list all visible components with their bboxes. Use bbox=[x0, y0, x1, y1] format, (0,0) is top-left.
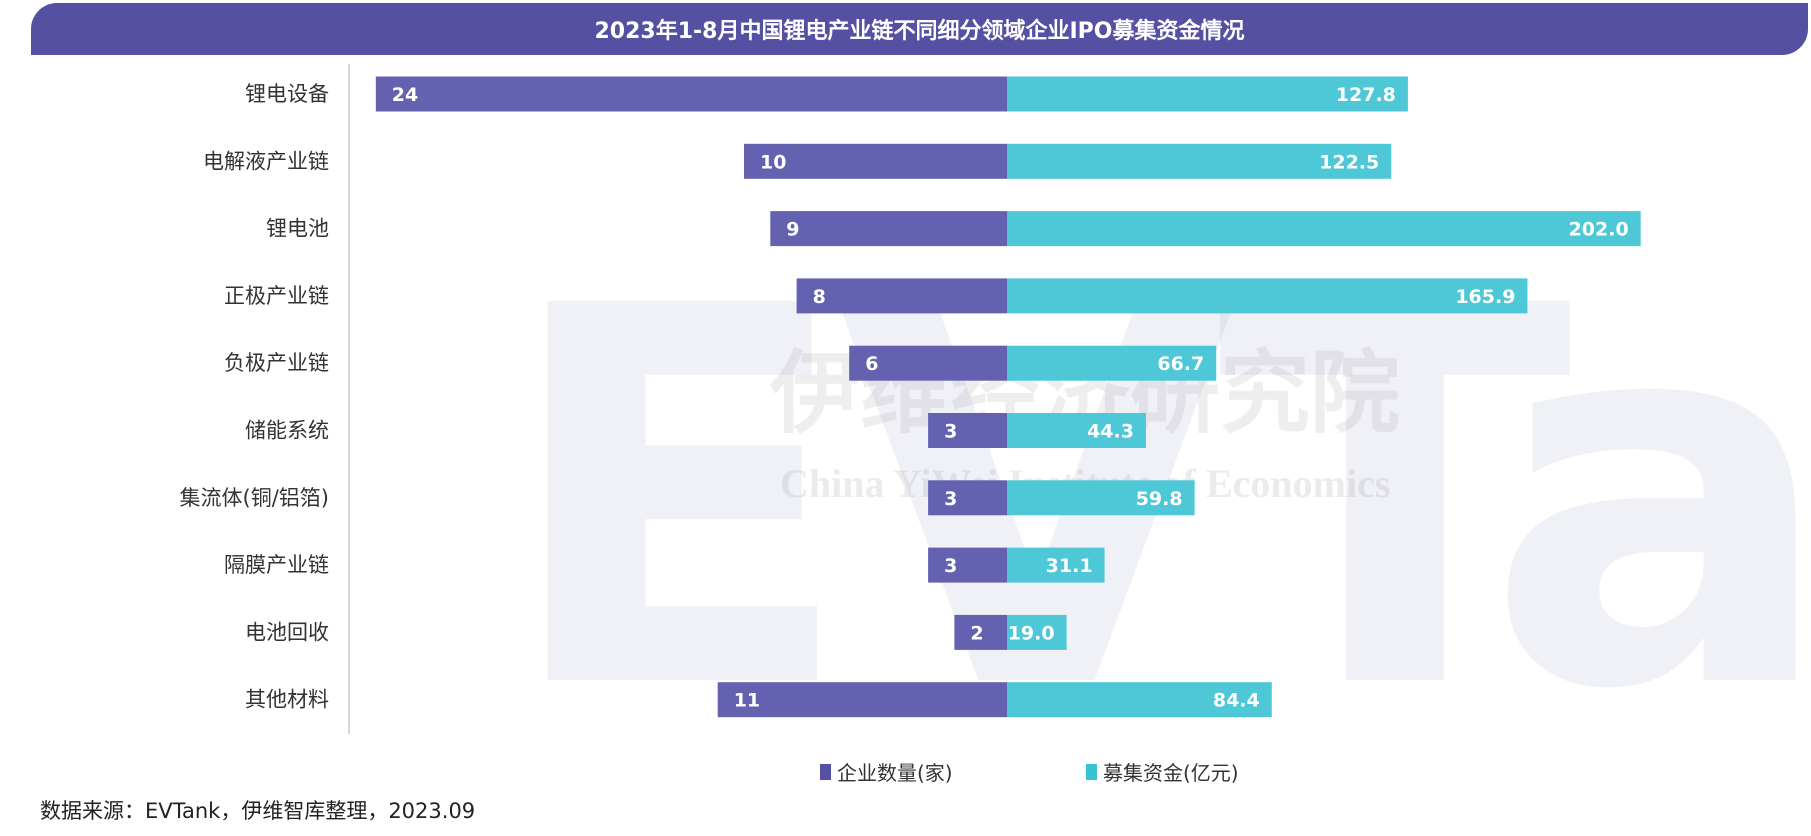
bar-funds bbox=[1007, 413, 1146, 448]
category-label: 隔膜产业链 bbox=[224, 553, 329, 577]
bar-count bbox=[849, 345, 1007, 381]
data-label-funds: 19.0 bbox=[1008, 622, 1055, 644]
data-label-funds: 31.1 bbox=[1046, 555, 1093, 577]
bar-funds bbox=[1007, 143, 1392, 179]
legend-label: 募集资金(亿元) bbox=[1103, 761, 1239, 785]
data-label-count: 8 bbox=[813, 286, 826, 308]
data-label-count: 3 bbox=[944, 421, 957, 443]
category-label: 储能系统 bbox=[245, 419, 329, 443]
data-label-funds: 122.5 bbox=[1319, 151, 1379, 173]
bar-count bbox=[770, 211, 1007, 247]
data-label-count: 9 bbox=[786, 219, 799, 241]
bar-funds bbox=[1007, 682, 1272, 718]
category-label: 正极产业链 bbox=[224, 284, 329, 308]
chart-title: 2023年1-8月中国锂电产业链不同细分领域企业IPO募集资金情况 bbox=[31, 3, 1808, 55]
legend-swatch bbox=[1086, 763, 1097, 780]
bar-funds bbox=[1007, 547, 1105, 583]
data-label-count: 3 bbox=[944, 555, 957, 577]
data-label-funds: 202.0 bbox=[1569, 219, 1629, 241]
bar-funds bbox=[1007, 480, 1195, 516]
category-label: 电解液产业链 bbox=[203, 149, 329, 173]
data-label-count: 3 bbox=[944, 488, 957, 510]
bar-funds bbox=[1007, 211, 1641, 247]
data-label-count: 24 bbox=[392, 84, 418, 106]
data-label-funds: 66.7 bbox=[1157, 353, 1204, 375]
data-label-funds: 165.9 bbox=[1455, 286, 1515, 308]
category-label: 电池回收 bbox=[245, 620, 329, 644]
bar-count bbox=[928, 547, 1007, 583]
bar-funds bbox=[1007, 76, 1408, 112]
bar-funds bbox=[1007, 614, 1067, 650]
legend-swatch bbox=[820, 763, 831, 780]
bar-count bbox=[717, 682, 1007, 718]
category-label: 集流体(铜/铝箔) bbox=[180, 486, 329, 510]
data-label-count: 2 bbox=[970, 622, 983, 644]
legend-item-count: 企业数量(家) bbox=[820, 757, 953, 786]
data-label-funds: 127.8 bbox=[1336, 84, 1396, 106]
bar-count bbox=[928, 413, 1007, 448]
category-label: 负极产业链 bbox=[224, 351, 329, 375]
bar-funds bbox=[1007, 345, 1217, 381]
data-label-funds: 44.3 bbox=[1087, 421, 1134, 443]
data-label-count: 11 bbox=[734, 690, 760, 712]
bar-count bbox=[744, 143, 1007, 179]
data-label-count: 10 bbox=[760, 151, 786, 173]
source-note: 数据来源：EVTank，伊维智库整理，2023.09 bbox=[40, 799, 476, 823]
category-label: 其他材料 bbox=[245, 688, 329, 712]
category-label: 锂电池 bbox=[266, 217, 329, 241]
bar-count bbox=[796, 278, 1007, 314]
legend-label: 企业数量(家) bbox=[837, 761, 953, 785]
bar-count bbox=[375, 76, 1007, 112]
category-label: 锂电设备 bbox=[245, 82, 329, 106]
data-label-funds: 84.4 bbox=[1213, 690, 1260, 712]
bar-count bbox=[954, 614, 1007, 650]
data-label-funds: 59.8 bbox=[1136, 488, 1183, 510]
bar-funds bbox=[1007, 278, 1528, 314]
bar-count bbox=[928, 480, 1007, 516]
data-label-count: 6 bbox=[865, 353, 878, 375]
legend-item-funds: 募集资金(亿元) bbox=[1086, 757, 1239, 786]
